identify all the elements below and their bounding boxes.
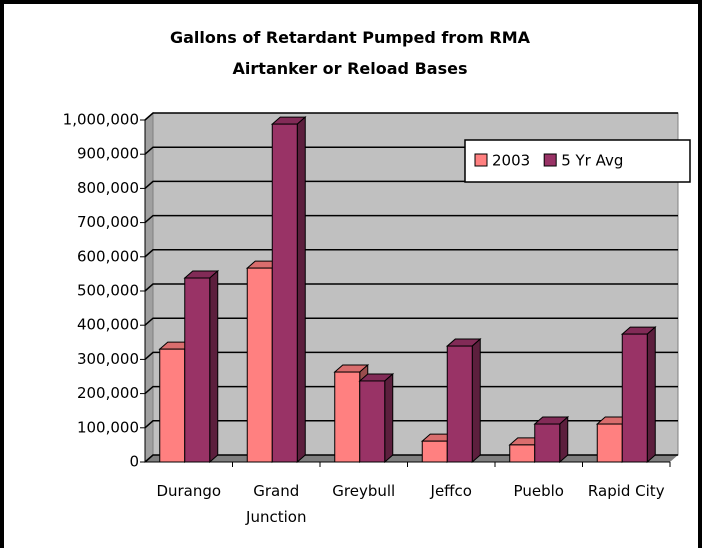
bar xyxy=(358,372,395,464)
y-tick-label: 900,000 xyxy=(77,145,139,163)
y-tick-label: 0 xyxy=(129,453,139,471)
bar-side xyxy=(646,325,656,464)
chart-title: Gallons of Retardant Pumped from RMA Air… xyxy=(169,28,531,78)
bar-front xyxy=(421,440,448,463)
bar-front xyxy=(596,423,623,463)
bar-front xyxy=(509,444,536,463)
grid-line xyxy=(144,420,678,429)
bar xyxy=(533,415,570,464)
bar-side xyxy=(471,337,481,464)
legend: 2003 5 Yr Avg xyxy=(464,139,691,183)
grid-line xyxy=(144,283,678,292)
bar-front xyxy=(184,277,211,463)
y-tick-label: 1,000,000 xyxy=(63,111,139,129)
bar xyxy=(620,325,657,464)
y-tick-label: 700,000 xyxy=(77,213,139,231)
bar-front xyxy=(359,380,386,463)
legend-swatch xyxy=(474,153,488,167)
bar-front xyxy=(159,348,186,463)
legend-box xyxy=(464,139,691,183)
grid-line xyxy=(144,112,678,121)
legend-label: 2003 xyxy=(492,152,530,170)
y-tick-label: 400,000 xyxy=(77,316,139,334)
title-box: Gallons of Retardant Pumped from RMA Air… xyxy=(169,28,531,78)
x-tick-label: Greybull xyxy=(332,482,396,500)
bar-front xyxy=(334,371,361,463)
y-tick-label: 200,000 xyxy=(77,384,139,402)
grid-line xyxy=(144,385,678,395)
bar-side xyxy=(296,116,306,464)
legend-swatch xyxy=(543,153,557,167)
grid-line xyxy=(144,351,678,360)
x-tick-label: Rapid City xyxy=(587,482,665,500)
bar-front xyxy=(621,333,648,463)
bar-front xyxy=(534,423,561,463)
y-tick-label: 800,000 xyxy=(77,179,139,197)
x-tick-label: Jeffco xyxy=(430,482,472,500)
x-tick-label: Pueblo xyxy=(513,482,564,500)
bar-front xyxy=(246,267,273,463)
x-tick-label: Durango xyxy=(156,482,222,500)
bar-front xyxy=(271,123,298,463)
y-tick-label: 600,000 xyxy=(77,247,139,265)
grid-line xyxy=(144,214,678,224)
bar xyxy=(270,116,307,464)
bar xyxy=(445,337,482,464)
bar-front xyxy=(446,345,473,463)
bar xyxy=(183,269,220,464)
y-tick-label: 100,000 xyxy=(77,418,139,436)
bar-side xyxy=(559,415,569,464)
y-tick-label: 300,000 xyxy=(77,350,139,368)
legend-label: 5 Yr Avg xyxy=(561,152,623,170)
x-tick-label: Grand Junction xyxy=(246,482,307,526)
y-tick-label: 500,000 xyxy=(77,282,139,300)
grid-line xyxy=(144,454,678,463)
grid-line xyxy=(144,317,678,326)
bar-side xyxy=(209,269,219,464)
bar-side xyxy=(384,372,394,464)
grid-line xyxy=(144,249,678,258)
